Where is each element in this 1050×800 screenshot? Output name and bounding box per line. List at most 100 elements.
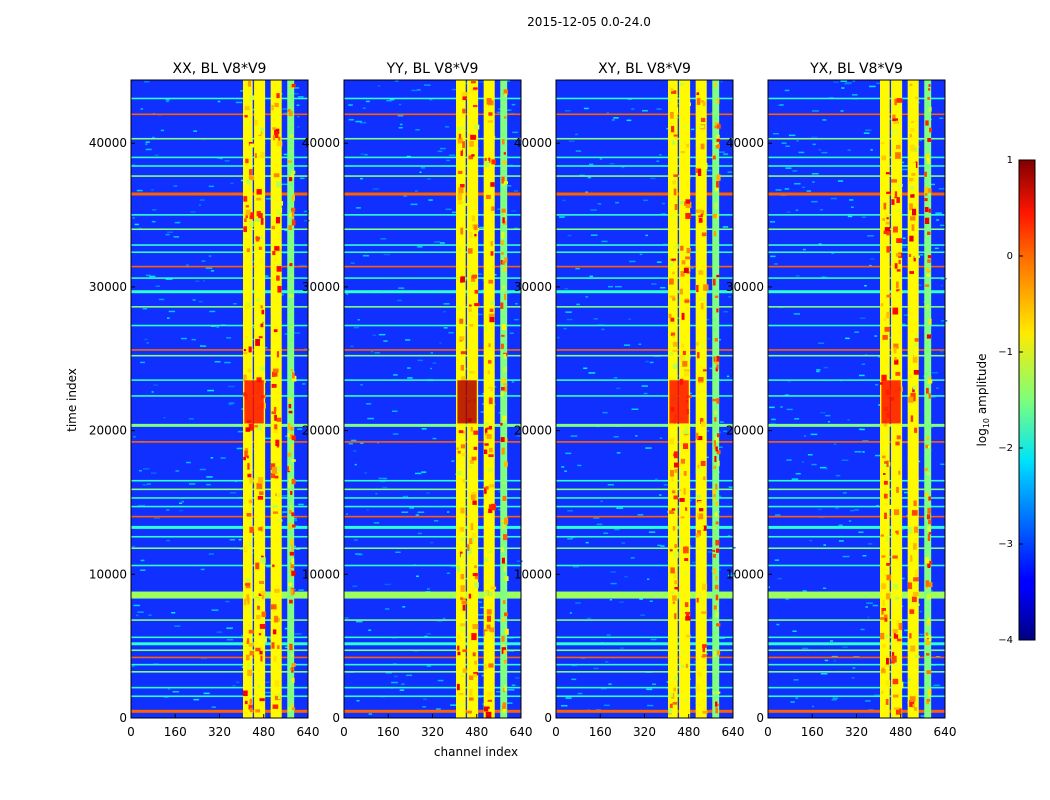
channel-band-cell: [686, 247, 691, 254]
channel-band-cell: [716, 548, 720, 553]
channel-band-cell: [275, 466, 281, 473]
heatmap-noise-cell: [931, 372, 939, 374]
channel-band-cell: [896, 269, 901, 272]
heatmap-noise-cell: [144, 81, 150, 83]
heatmap-noise-cell: [392, 410, 398, 412]
channel-band-cell: [911, 362, 914, 369]
channel-band-cell: [713, 568, 717, 575]
heatmap-noise-cell: [576, 303, 580, 306]
channel-band-cell: [712, 549, 716, 552]
channel-band-cell: [290, 275, 294, 278]
channel-band-cell: [895, 371, 901, 376]
heatmap-noise-cell: [377, 442, 380, 444]
channel-band-cell: [679, 201, 684, 205]
rfi-time-row: [131, 265, 308, 268]
heatmap-noise-cell: [354, 463, 357, 466]
channel-band-cell: [460, 149, 463, 156]
heatmap-noise-cell: [658, 154, 662, 156]
heatmap-noise-cell: [397, 115, 404, 117]
heatmap-noise-cell: [593, 517, 600, 519]
channel-band-cell: [910, 555, 913, 562]
heatmap-noise-cell: [345, 513, 348, 515]
heatmap-noise-cell: [825, 414, 831, 417]
heatmap-noise-cell: [823, 366, 829, 369]
heatmap-noise-cell: [266, 198, 273, 200]
channel-band-cell: [502, 418, 506, 423]
channel-band-cell: [892, 307, 899, 315]
heatmap-noise-cell: [610, 571, 616, 573]
rfi-time-row: [768, 290, 945, 294]
heatmap-noise-cell: [479, 81, 487, 83]
channel-band-cell: [697, 708, 702, 712]
rfi-time-row: [556, 156, 733, 159]
channel-band-cell: [248, 643, 254, 647]
heatmap-noise-cell: [597, 203, 602, 205]
channel-band-cell: [274, 588, 280, 593]
heatmap-noise-cell: [462, 279, 469, 281]
channel-band-cell: [891, 128, 898, 136]
channel-band-cell: [247, 597, 250, 605]
channel-band-cell: [670, 567, 675, 574]
channel-band-cell: [714, 125, 719, 129]
heatmap-noise-cell: [238, 539, 242, 541]
x-tick-label: 640: [934, 725, 957, 739]
heatmap-noise-cell: [432, 437, 437, 440]
heatmap-noise-cell: [165, 233, 170, 236]
heatmap-noise-cell: [863, 132, 870, 134]
heatmap-noise-cell: [281, 495, 288, 497]
rfi-time-row: [768, 441, 945, 443]
heatmap-noise-cell: [929, 183, 936, 186]
channel-band-cell: [461, 453, 466, 457]
channel-band-cell: [500, 343, 504, 349]
rfi-time-row: [556, 277, 733, 279]
heatmap-noise-cell: [291, 517, 297, 520]
heatmap-noise-cell: [861, 363, 866, 365]
channel-band-cell: [488, 454, 494, 457]
channel-band-cell: [502, 415, 507, 421]
heatmap-noise-cell: [402, 606, 406, 608]
channel-band-cell: [680, 151, 686, 154]
channel-band-cell: [697, 530, 701, 536]
rfi-time-row: [344, 515, 521, 518]
channel-band-cell: [672, 363, 678, 369]
channel-band-cell: [243, 226, 247, 232]
heatmap-noise-cell: [446, 159, 450, 162]
channel-band-cell: [471, 154, 475, 157]
heatmap-noise-cell: [812, 181, 815, 183]
channel-band-cell: [680, 425, 686, 431]
channel-band-cell: [249, 169, 253, 176]
channel-band-cell: [696, 494, 701, 499]
heatmap-noise-cell: [802, 590, 807, 592]
channel-band-cell: [712, 554, 716, 558]
channel-band-cell: [491, 206, 495, 211]
x-axis-label: channel index: [434, 745, 518, 759]
channel-band-cell: [277, 493, 280, 496]
channel-band-cell: [261, 636, 267, 643]
rfi-time-row: [344, 175, 521, 177]
rfi-time-row: [768, 663, 945, 666]
channel-band-cell: [894, 98, 897, 106]
heatmap-noise-cell: [585, 191, 589, 193]
x-tick-label: 320: [845, 725, 868, 739]
heatmap-noise-cell: [593, 667, 599, 670]
channel-band-cell: [457, 138, 463, 144]
channel-band-cell: [926, 621, 930, 626]
channel-band-cell: [467, 710, 472, 714]
heatmap-noise-cell: [353, 326, 359, 329]
y-tick-label: 10000: [89, 567, 127, 581]
channel-band-cell: [245, 577, 250, 585]
heatmap-noise-cell: [207, 389, 214, 392]
channel-band-cell: [908, 396, 914, 403]
heatmap-noise-cell: [727, 574, 733, 577]
rfi-time-row: [556, 649, 733, 652]
channel-band-cell: [484, 631, 490, 638]
channel-band-cell: [292, 375, 297, 382]
channel-band-cell: [462, 203, 468, 206]
channel-band-cell: [460, 585, 465, 592]
channel-band-cell: [898, 290, 903, 294]
channel-band-cell: [288, 398, 292, 402]
heatmap-noise-cell: [481, 674, 485, 677]
channel-band-cell: [501, 643, 505, 646]
channel-band-cell: [502, 184, 506, 186]
heatmap-noise-cell: [565, 110, 571, 112]
